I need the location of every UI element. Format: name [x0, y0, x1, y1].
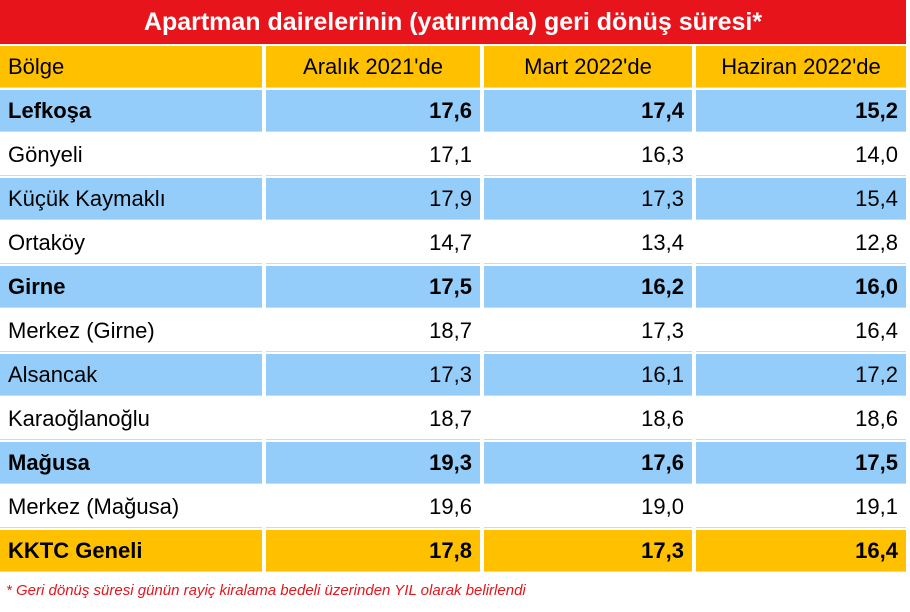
- value-cell: 17,3: [484, 178, 692, 220]
- value-cell: 17,3: [484, 310, 692, 352]
- region-cell: Merkez (Girne): [0, 310, 262, 352]
- value-cell: 18,6: [484, 398, 692, 440]
- region-cell: Mağusa: [0, 442, 262, 484]
- value-cell: 17,1: [266, 134, 480, 176]
- region-cell: Girne: [0, 266, 262, 308]
- value-cell: 19,0: [484, 486, 692, 528]
- region-cell: Karaoğlanoğlu: [0, 398, 262, 440]
- value-cell: 16,3: [484, 134, 692, 176]
- value-cell: 17,5: [266, 266, 480, 308]
- value-cell: 16,4: [696, 530, 906, 572]
- header-cell: Aralık 2021'de: [266, 46, 480, 88]
- region-cell: Küçük Kaymaklı: [0, 178, 262, 220]
- value-cell: 17,6: [266, 90, 480, 132]
- table: Bölge Aralık 2021'de Mart 2022'de Haziran 2…: [0, 46, 906, 572]
- value-cell: 13,4: [484, 222, 692, 264]
- value-cell: 17,9: [266, 178, 480, 220]
- value-cell: 15,2: [696, 90, 906, 132]
- value-cell: 16,2: [484, 266, 692, 308]
- value-cell: 15,4: [696, 178, 906, 220]
- value-cell: 14,7: [266, 222, 480, 264]
- value-cell: 19,3: [266, 442, 480, 484]
- title: Apartman dairelerinin (yatırımda) geri d…: [0, 0, 906, 44]
- value-cell: 19,6: [266, 486, 480, 528]
- region-cell: Gönyeli: [0, 134, 262, 176]
- value-cell: 18,7: [266, 310, 480, 352]
- value-cell: 17,3: [484, 530, 692, 572]
- value-cell: 17,2: [696, 354, 906, 396]
- value-cell: 16,4: [696, 310, 906, 352]
- value-cell: 12,8: [696, 222, 906, 264]
- region-cell: Lefkoşa: [0, 90, 262, 132]
- header-cell: Mart 2022'de: [484, 46, 692, 88]
- value-cell: 17,5: [696, 442, 906, 484]
- value-cell: 18,7: [266, 398, 480, 440]
- value-cell: 17,6: [484, 442, 692, 484]
- value-cell: 17,8: [266, 530, 480, 572]
- value-cell: 16,1: [484, 354, 692, 396]
- value-cell: 18,6: [696, 398, 906, 440]
- region-cell: Alsancak: [0, 354, 262, 396]
- value-cell: 19,1: [696, 486, 906, 528]
- region-cell: Merkez (Mağusa): [0, 486, 262, 528]
- header-cell: Bölge: [0, 46, 262, 88]
- header-cell: Haziran 2022'de: [696, 46, 906, 88]
- value-cell: 14,0: [696, 134, 906, 176]
- footnote: * Geri dönüş süresi günün rayiç kiralama…: [6, 582, 526, 599]
- region-cell: Ortaköy: [0, 222, 262, 264]
- value-cell: 17,4: [484, 90, 692, 132]
- value-cell: 17,3: [266, 354, 480, 396]
- value-cell: 16,0: [696, 266, 906, 308]
- region-cell: KKTC Geneli: [0, 530, 262, 572]
